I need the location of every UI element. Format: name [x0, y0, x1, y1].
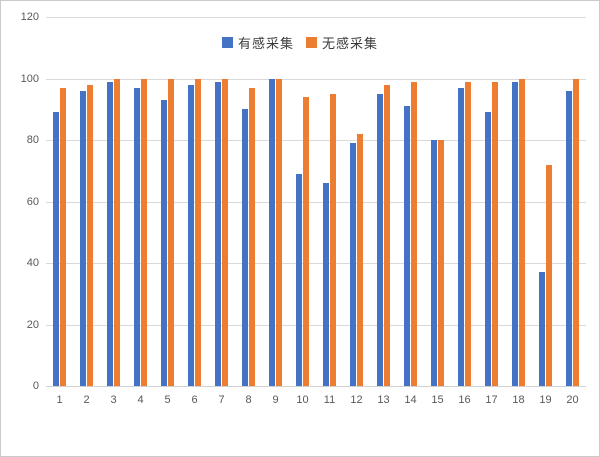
y-tick-label: 120 [20, 11, 39, 23]
x-tick-label: 16 [458, 394, 471, 406]
y-tick-label: 80 [26, 134, 39, 146]
gridline [46, 201, 586, 203]
legend-label: 有感采集 [237, 35, 294, 51]
bar-有感采集-6 [188, 84, 194, 386]
bar-有感采集-18 [512, 81, 518, 386]
y-tick-label: 60 [26, 195, 39, 208]
gridline [46, 17, 586, 18]
bar-无感采集-3 [114, 78, 120, 386]
bar-有感采集-4 [134, 87, 140, 386]
bar-无感采集-11 [330, 93, 336, 386]
bar-有感采集-11 [323, 183, 329, 386]
bar-有感采集-12 [350, 143, 356, 386]
x-tick-label: 4 [137, 394, 144, 406]
bar-无感采集-12 [357, 133, 363, 386]
bar-无感采集-15 [438, 140, 444, 386]
x-axis-line [46, 386, 586, 387]
x-tick-label: 12 [350, 394, 363, 406]
bar-无感采集-17 [492, 81, 498, 386]
x-tick-label: 10 [296, 394, 309, 406]
bar-无感采集-1 [60, 87, 66, 386]
bar-无感采集-7 [222, 78, 228, 386]
bar-无感采集-10 [303, 96, 309, 386]
plot-area [46, 17, 586, 387]
x-tick-label: 1 [56, 394, 63, 406]
bar-无感采集-18 [519, 78, 525, 386]
x-tick-label: 20 [566, 394, 579, 406]
x-tick-label: 7 [218, 394, 225, 406]
bar-有感采集-7 [215, 81, 221, 386]
x-tick-label: 18 [512, 394, 525, 406]
x-tick-label: 6 [191, 394, 198, 406]
x-tick-label: 14 [404, 394, 417, 406]
bar-有感采集-13 [377, 93, 383, 386]
bar-无感采集-16 [465, 81, 471, 386]
x-tick-label: 15 [431, 394, 444, 406]
x-tick-label: 5 [164, 394, 171, 406]
bar-有感采集-10 [296, 173, 302, 386]
gridline [46, 140, 586, 141]
x-tick-label: 9 [272, 394, 279, 406]
x-tick-label: 2 [83, 394, 90, 406]
legend-item-0: 有感采集 [221, 33, 294, 52]
x-tick-label: 19 [539, 394, 552, 406]
bar-有感采集-5 [161, 100, 167, 386]
bar-有感采集-9 [269, 78, 275, 386]
bar-有感采集-1 [53, 112, 59, 386]
legend-label: 无感采集 [322, 35, 379, 51]
chart-legend: 有感采集 无感采集 [1, 32, 599, 52]
bar-无感采集-6 [195, 78, 201, 386]
bar-无感采集-4 [141, 78, 147, 386]
gridline [46, 78, 586, 80]
bar-有感采集-3 [107, 81, 113, 386]
bar-有感采集-17 [485, 112, 491, 386]
gridline [46, 263, 586, 264]
y-tick-label: 20 [26, 318, 39, 331]
bar-有感采集-8 [242, 109, 248, 386]
bar-无感采集-8 [249, 87, 255, 386]
x-tick-label: 17 [485, 394, 498, 406]
bar-无感采集-9 [276, 78, 282, 386]
x-tick-label: 13 [377, 394, 390, 406]
legend-swatch-icon [306, 36, 317, 48]
legend-item-1: 无感采集 [306, 33, 378, 52]
legend-swatch-icon [221, 36, 233, 48]
y-tick-label: 40 [26, 257, 39, 269]
bar-有感采集-19 [539, 272, 545, 386]
bar-有感采集-16 [458, 87, 464, 386]
bar-有感采集-14 [404, 106, 410, 386]
gridline [46, 324, 586, 326]
bar-无感采集-19 [546, 164, 552, 386]
y-tick-label: 0 [32, 380, 39, 392]
bar-无感采集-2 [87, 84, 93, 386]
bar-有感采集-20 [566, 90, 572, 386]
bar-有感采集-2 [80, 90, 86, 386]
x-tick-label: 8 [245, 394, 252, 406]
bar-无感采集-14 [411, 81, 417, 386]
bar-无感采集-13 [384, 84, 390, 386]
x-tick-label: 3 [110, 394, 117, 406]
bar-有感采集-15 [431, 140, 437, 386]
x-tick-label: 11 [323, 394, 336, 406]
bar-无感采集-5 [168, 78, 174, 386]
y-tick-label: 100 [20, 72, 39, 85]
bar-无感采集-20 [573, 78, 579, 386]
